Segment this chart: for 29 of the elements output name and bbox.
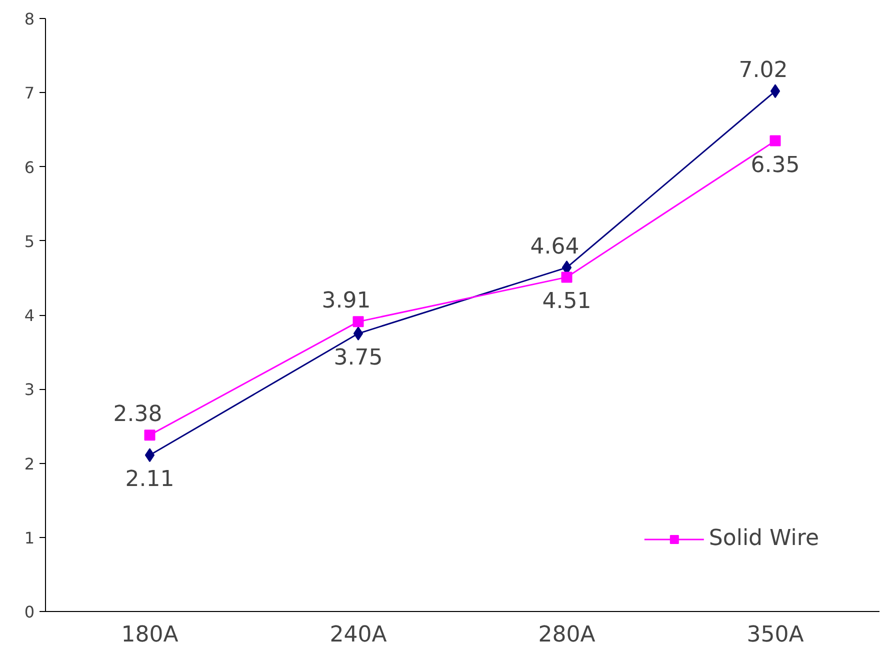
y-tick-label: 8 xyxy=(24,10,35,28)
x-tick-label: 180A xyxy=(121,622,178,648)
data-label: 6.35 xyxy=(750,152,800,178)
data-label: 3.75 xyxy=(334,346,383,371)
point xyxy=(352,316,364,328)
legend-label: Solid Wire xyxy=(708,526,819,551)
point xyxy=(770,84,780,98)
point xyxy=(144,430,156,441)
y-tick-label: 6 xyxy=(24,158,35,177)
point xyxy=(561,272,572,283)
data-label: 4.64 xyxy=(530,234,580,260)
y-tick-label: 7 xyxy=(24,84,35,103)
x-tick-label: 350A xyxy=(746,622,804,648)
x-tick-label: 240A xyxy=(330,622,387,648)
point xyxy=(353,326,364,341)
data-label: 3.91 xyxy=(322,288,371,314)
y-tick-label: 3 xyxy=(24,380,35,400)
y-tick-label: 0 xyxy=(24,602,35,622)
data-label: 4.51 xyxy=(542,289,592,314)
y-tick-label: 4 xyxy=(24,306,35,325)
point xyxy=(770,135,781,146)
y-tick-label: 5 xyxy=(24,232,35,251)
point xyxy=(144,448,155,462)
y-tick-label: 2 xyxy=(24,454,35,474)
data-label: 2.11 xyxy=(125,467,174,492)
data-label: 7.02 xyxy=(738,58,788,84)
y-tick-label: 1 xyxy=(24,528,35,548)
x-tick-label: 280A xyxy=(538,622,596,648)
data-label: 2.38 xyxy=(113,402,162,428)
